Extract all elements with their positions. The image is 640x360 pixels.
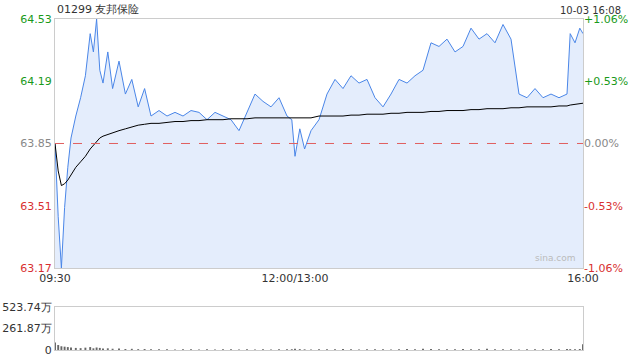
svg-text:64.53: 64.53: [20, 13, 52, 26]
svg-text:-0.53%: -0.53%: [584, 200, 623, 213]
svg-text:0: 0: [45, 344, 52, 357]
svg-text:63.85: 63.85: [20, 137, 52, 150]
svg-text:523.74万: 523.74万: [2, 301, 52, 314]
svg-text:261.87万: 261.87万: [2, 322, 52, 335]
svg-text:0.00%: 0.00%: [584, 137, 619, 150]
svg-text:16:00: 16:00: [567, 272, 599, 285]
svg-text:09:30: 09:30: [39, 272, 71, 285]
svg-text:sina.com: sina.com: [535, 253, 576, 263]
svg-text:-1.06%: -1.06%: [584, 262, 623, 275]
svg-text:10-03 16:08: 10-03 16:08: [560, 5, 621, 16]
svg-text:12:00/13:00: 12:00/13:00: [261, 272, 328, 285]
svg-text:63.17: 63.17: [20, 262, 52, 275]
svg-text:+1.06%: +1.06%: [584, 13, 628, 26]
svg-text:+0.53%: +0.53%: [584, 75, 628, 88]
svg-text:01299 友邦保险: 01299 友邦保险: [57, 3, 140, 16]
svg-text:64.19: 64.19: [20, 75, 52, 88]
svg-text:63.51: 63.51: [20, 200, 52, 213]
